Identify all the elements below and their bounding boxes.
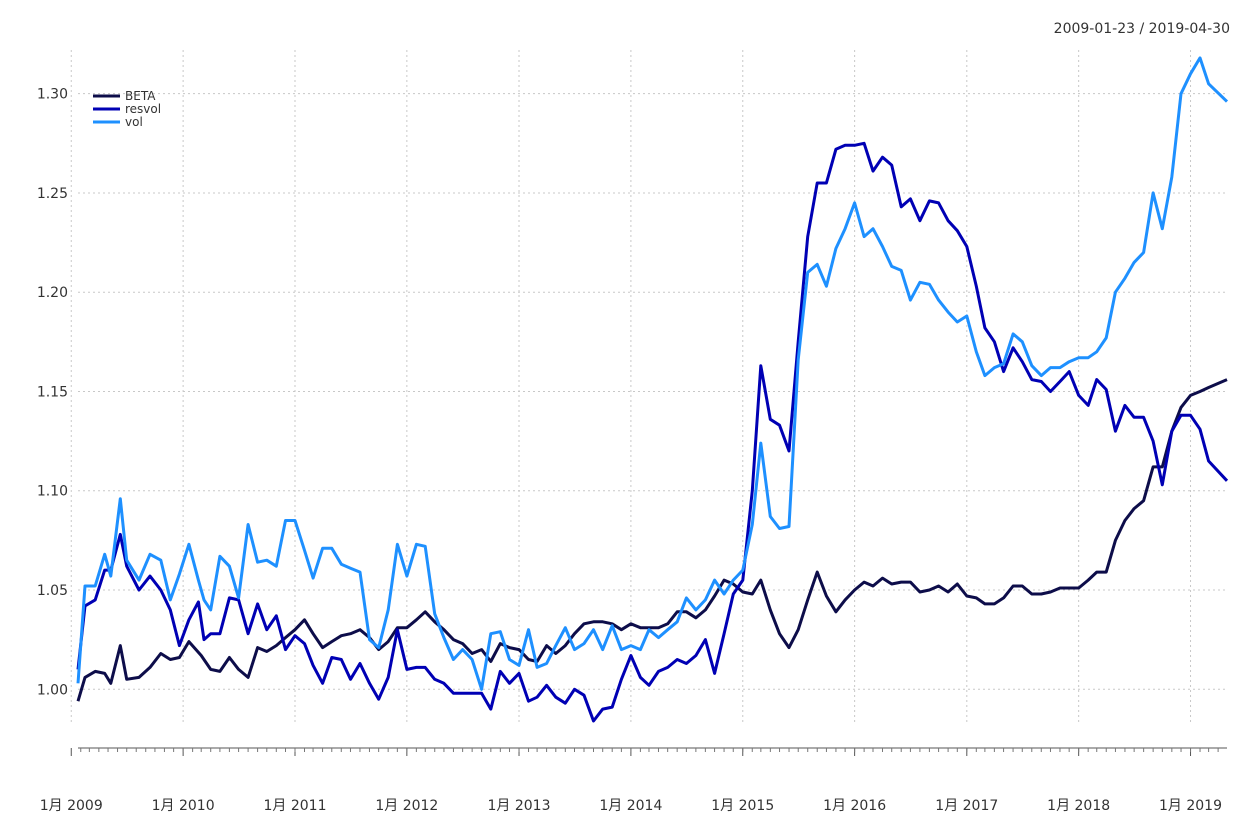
x-tick-label: 1月 2009 (40, 798, 103, 814)
y-tick-label: 1.20 (37, 285, 68, 301)
x-axis: 1月 2009 1月 2010 1月 2011 1月 2012 1月 2013 1月 20… (40, 747, 1227, 814)
x-tick-label: 1月 2011 (263, 798, 326, 814)
x-tick-label: 1月 2017 (935, 798, 998, 814)
y-tick-label: 1.30 (37, 87, 68, 103)
series-line-resvol (76, 141, 1229, 723)
y-tick-label: 1.25 (37, 186, 68, 202)
legend-label-vol: vol (125, 115, 143, 129)
x-tick-label: 1月 2014 (599, 798, 662, 814)
series-lines (76, 56, 1229, 723)
x-tick-label: 1月 2015 (711, 798, 774, 814)
series-line-beta (76, 378, 1228, 702)
legend-label-beta: BETA (125, 89, 156, 103)
y-tick-label: 1.05 (37, 583, 68, 599)
y-tick-label: 1.10 (37, 484, 68, 500)
x-tick-label: 1月 2018 (1047, 798, 1110, 814)
y-axis: 1.00 1.05 1.10 1.15 1.20 1.25 1.30 (37, 87, 68, 699)
x-tick-label: 1月 2016 (823, 798, 886, 814)
x-tick-label: 1月 2013 (488, 798, 551, 814)
y-tick-label: 1.00 (37, 682, 68, 698)
legend-label-resvol: resvol (125, 102, 161, 116)
y-tick-label: 1.15 (37, 384, 68, 400)
x-tick-label: 1月 2019 (1159, 798, 1222, 814)
x-tick-label: 1月 2010 (152, 798, 215, 814)
series-line-vol (76, 56, 1229, 691)
date-range-label: 2009-01-23 / 2019-04-30 (1054, 21, 1230, 37)
x-tick-label: 1月 2012 (375, 798, 438, 814)
grid (70, 50, 1227, 725)
